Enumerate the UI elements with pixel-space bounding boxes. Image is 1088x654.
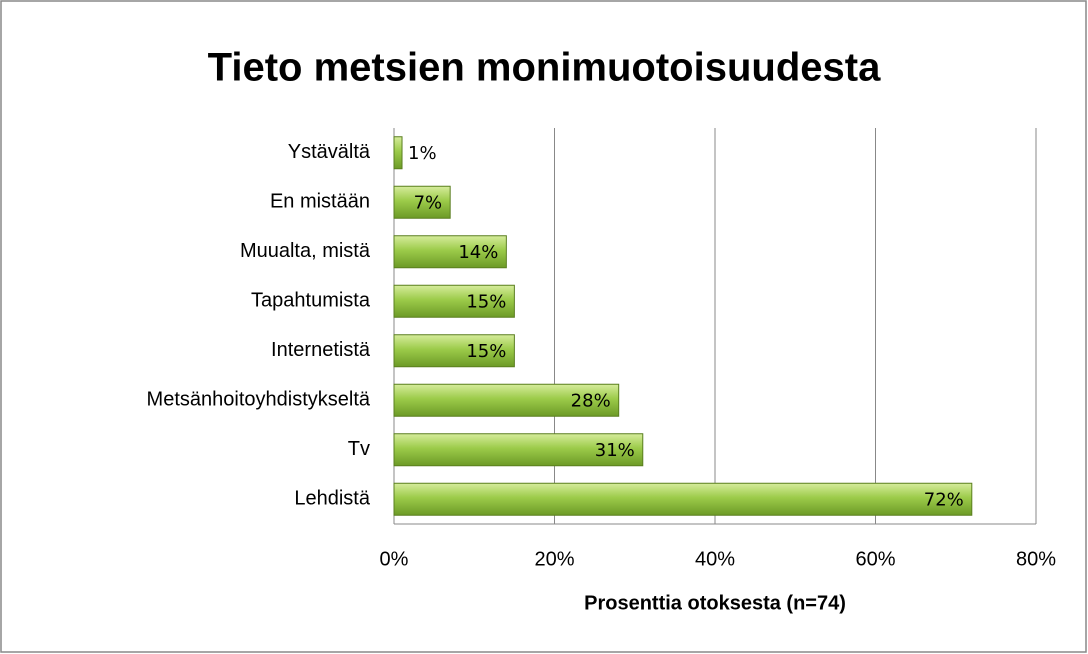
- value-label: 28%: [571, 390, 611, 411]
- y-tick-label: Tapahtumista: [251, 290, 371, 312]
- value-label: 15%: [466, 291, 506, 312]
- y-tick-label: Tv: [348, 438, 370, 460]
- bar: [393, 235, 507, 269]
- y-tick-label: Internetistä: [271, 339, 371, 361]
- value-label: 15%: [466, 341, 506, 362]
- value-label: 1%: [408, 143, 437, 164]
- x-axis-title: Prosenttia otoksesta (n=74): [584, 592, 846, 614]
- chart-title: Tieto metsien monimuotoisuudesta: [208, 46, 881, 90]
- bar: [393, 433, 644, 467]
- value-label: 7%: [414, 192, 443, 213]
- x-tick-label: 40%: [695, 548, 735, 570]
- bar: [393, 334, 515, 368]
- value-label: 72%: [924, 489, 964, 510]
- value-label: 14%: [458, 242, 498, 263]
- bar: [393, 185, 451, 219]
- bar: [393, 284, 515, 318]
- x-tick-label: 0%: [380, 548, 409, 570]
- y-tick-label: En mistään: [270, 191, 370, 213]
- bar: [393, 383, 620, 417]
- y-tick-label: Ystävältä: [288, 141, 371, 163]
- x-tick-label: 60%: [855, 548, 895, 570]
- x-tick-label: 80%: [1016, 548, 1056, 570]
- bar: [393, 136, 403, 170]
- y-tick-label: Muualta, mistä: [240, 240, 371, 262]
- y-tick-label: Metsänhoitoyhdistykseltä: [147, 389, 371, 411]
- bar: [393, 482, 973, 516]
- y-tick-label: Lehdistä: [294, 488, 370, 510]
- value-label: 31%: [595, 440, 635, 461]
- x-tick-label: 20%: [534, 548, 574, 570]
